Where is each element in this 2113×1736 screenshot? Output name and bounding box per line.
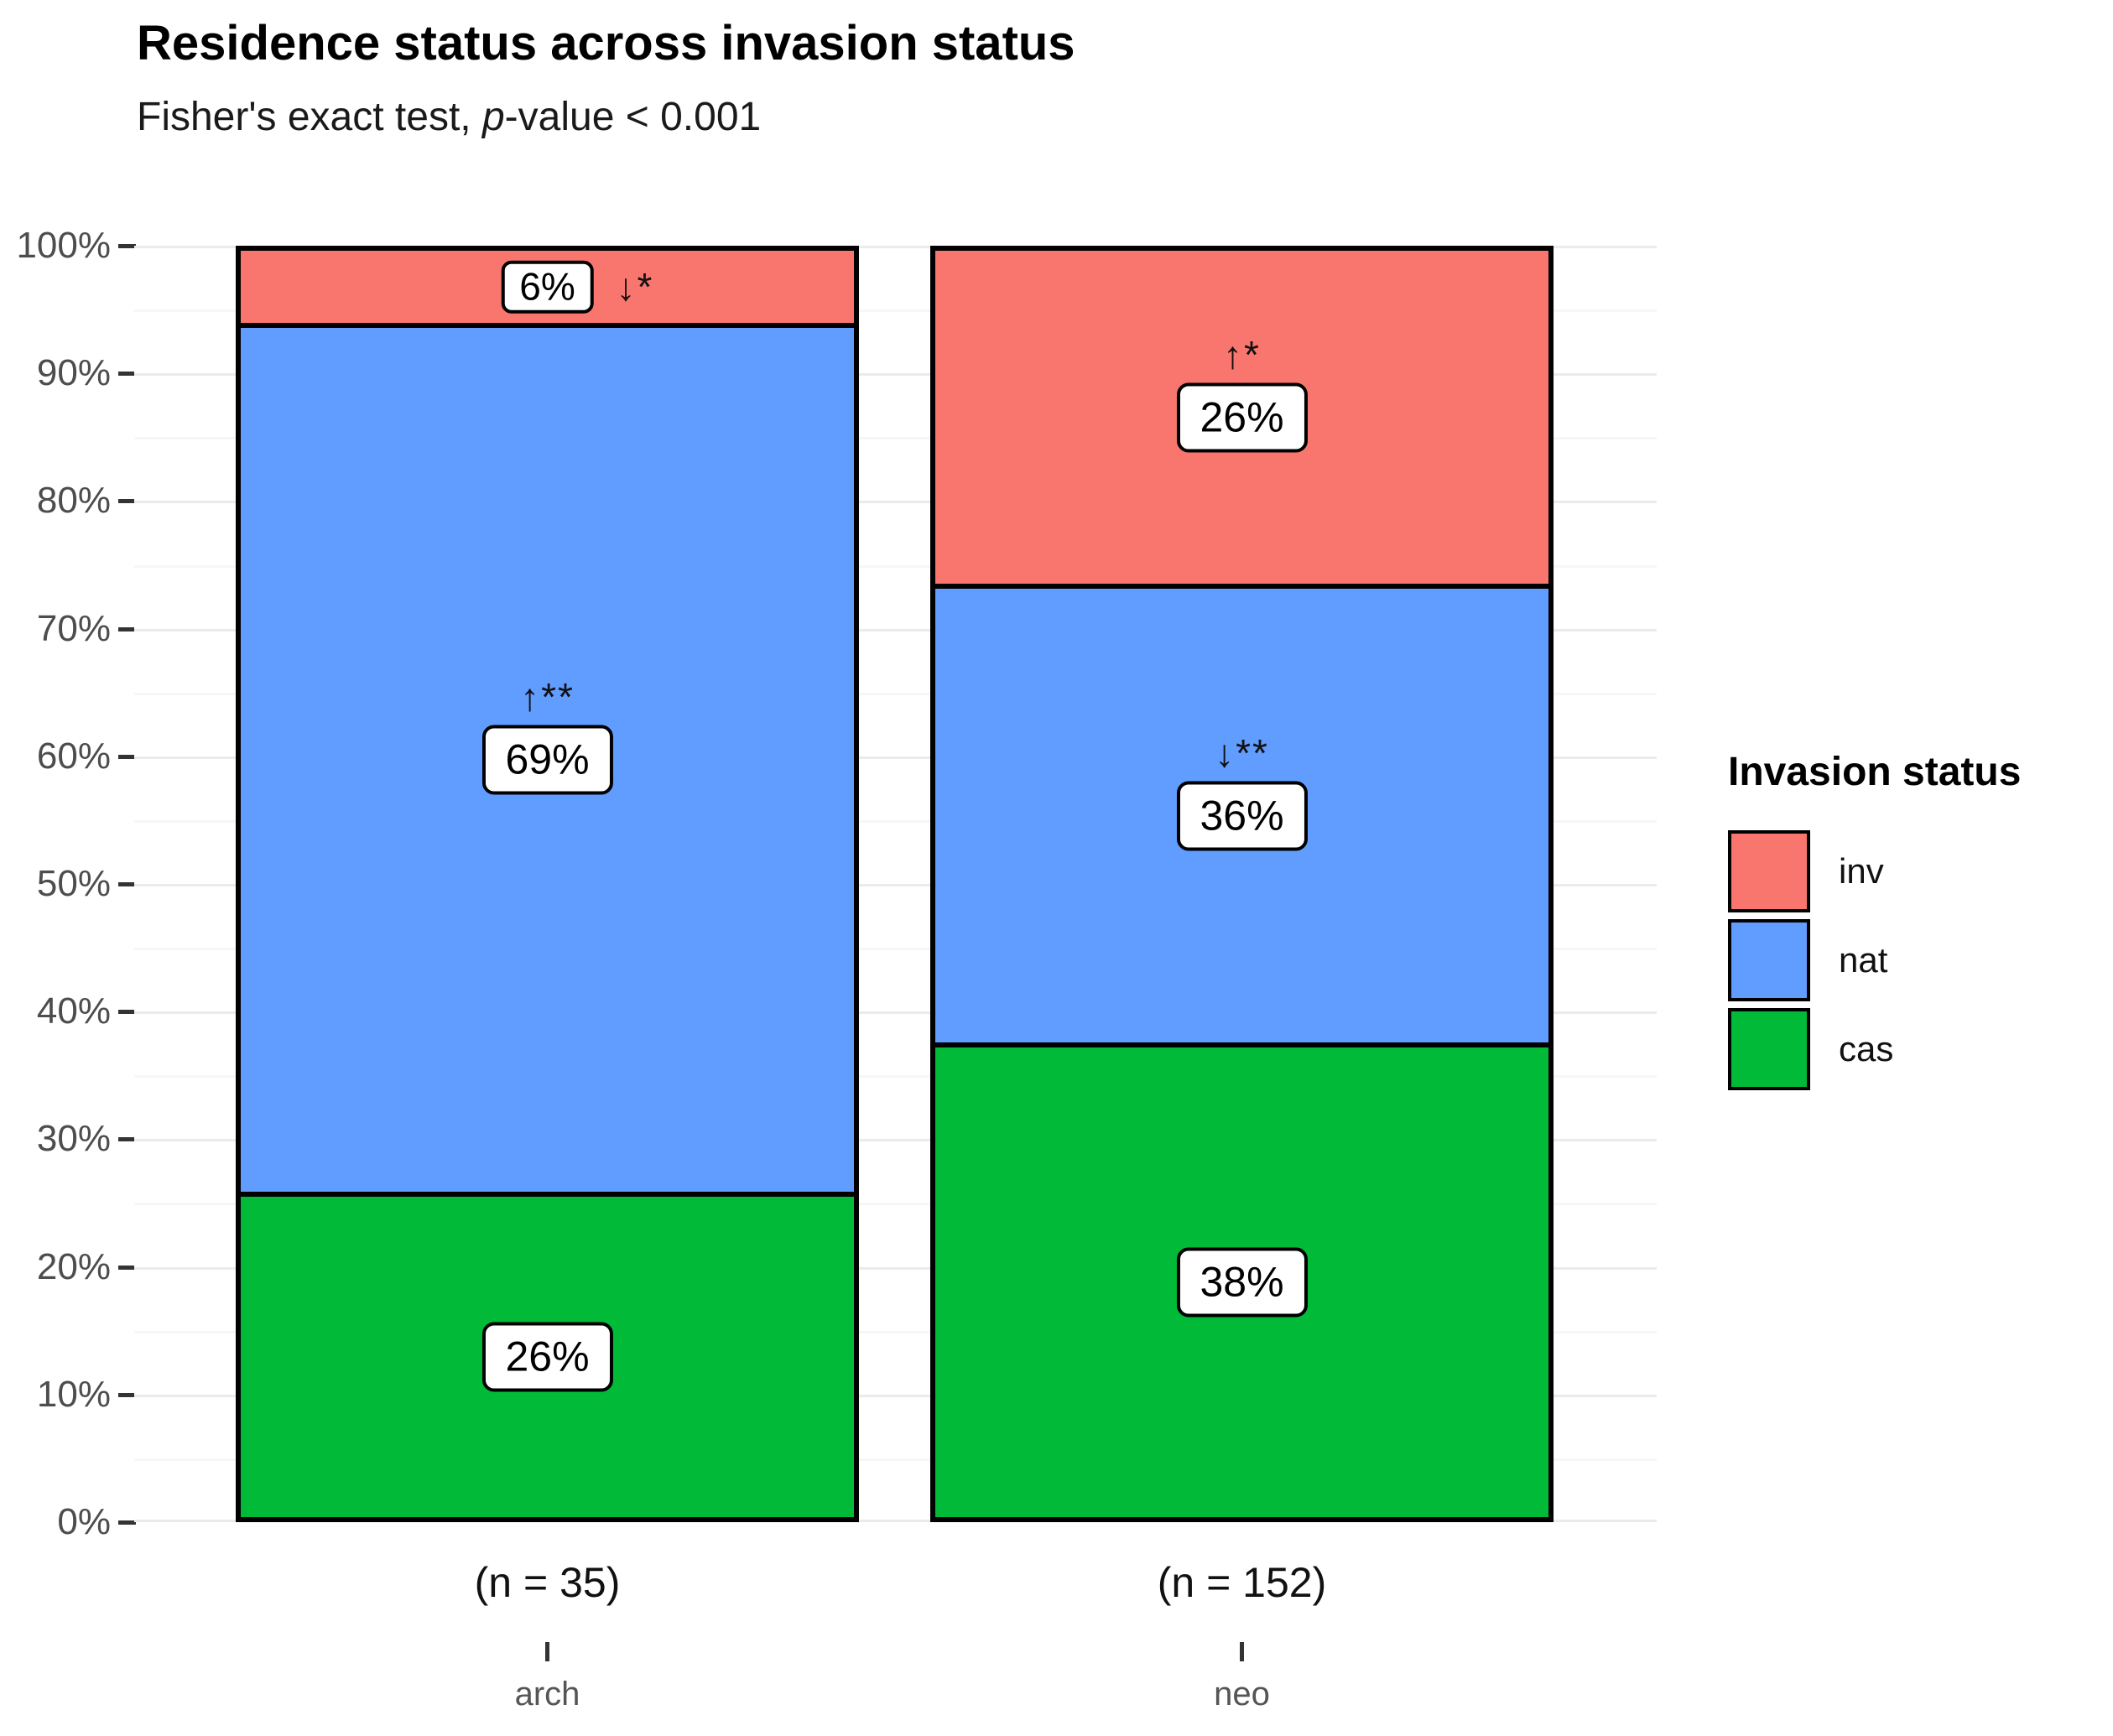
gridline-major	[134, 1520, 1657, 1522]
y-tick-mark	[118, 372, 136, 376]
gridline-major	[134, 629, 1657, 632]
y-tick-mark	[118, 499, 136, 503]
significance-annotation: ↑*	[1223, 332, 1261, 377]
bar-segment-neo-nat: ↓** 36%	[935, 584, 1548, 1042]
y-tick-label-80: 80%	[36, 480, 111, 521]
legend-swatch-inv	[1728, 830, 1810, 912]
y-tick-mark	[118, 882, 136, 886]
y-tick-mark	[118, 1520, 136, 1525]
significance-annotation: ↓**	[1215, 730, 1269, 775]
y-tick-mark	[118, 1393, 136, 1397]
bar-neo: ↑* 26% ↓** 36% 38%	[930, 246, 1554, 1522]
gridline-minor	[134, 693, 1657, 695]
gridline-major	[134, 756, 1657, 759]
bar-arch: 6% ↓* ↑** 69% 26%	[236, 246, 859, 1522]
legend-swatch-nat	[1728, 919, 1810, 1001]
y-tick-mark	[118, 244, 136, 248]
y-tick-mark	[118, 755, 136, 759]
gridline-minor	[134, 1203, 1657, 1205]
y-tick-mark	[118, 1266, 136, 1270]
gridline-major	[134, 1395, 1657, 1397]
gridline-minor	[134, 948, 1657, 950]
bar-segment-neo-cas: 38%	[935, 1042, 1548, 1517]
y-tick-mark	[118, 627, 136, 632]
y-tick-label-70: 70%	[36, 608, 111, 649]
y-tick-mark	[118, 1137, 136, 1141]
subtitle-p-italic: p	[481, 95, 505, 139]
x-group-n-arch: (n = 35)	[474, 1559, 621, 1606]
bar-segment-arch-cas: 26%	[241, 1191, 854, 1517]
legend-title: Invasion status	[1728, 750, 2022, 794]
legend-item-nat: nat	[1728, 919, 2113, 1001]
x-tick-label-arch: arch	[514, 1676, 580, 1713]
x-tick-mark-neo	[1240, 1642, 1244, 1661]
gridline-minor	[134, 309, 1657, 312]
subtitle-prefix: Fisher's exact test,	[137, 95, 482, 139]
legend-item-inv: inv	[1728, 830, 2113, 912]
legend: Invasion status inv nat cas	[1728, 749, 2113, 1090]
y-tick-label-0: 0%	[57, 1501, 111, 1542]
gridline-major	[134, 884, 1657, 886]
y-tick-label-90: 90%	[36, 352, 111, 393]
legend-label: cas	[1839, 1029, 1894, 1068]
chart-subtitle: Fisher's exact test, p-value < 0.001	[137, 94, 761, 140]
gridline-minor	[134, 820, 1657, 823]
percent-label: 38%	[1176, 1247, 1308, 1318]
gridline-minor	[134, 437, 1657, 439]
gridline-major	[134, 373, 1657, 376]
percent-label: 69%	[481, 725, 613, 795]
x-tick-label-neo: neo	[1214, 1676, 1270, 1713]
y-tick-label-20: 20%	[36, 1246, 111, 1287]
subtitle-suffix: -value < 0.001	[504, 95, 762, 139]
gridline-minor	[134, 565, 1657, 568]
legend-items: inv nat cas	[1728, 830, 2113, 1090]
gridline-major	[134, 1011, 1657, 1014]
gridline-minor	[134, 1458, 1657, 1461]
legend-label: nat	[1839, 940, 1888, 980]
bar-segment-arch-nat: ↑** 69%	[241, 323, 854, 1192]
significance-annotation: ↑**	[520, 674, 575, 719]
legend-item-cas: cas	[1728, 1008, 2113, 1090]
legend-label: inv	[1839, 851, 1884, 891]
plot-panel: 6% ↓* ↑** 69% 26% ↑* 26% ↓** 36% 38%	[134, 246, 1657, 1522]
chart-title: Residence status across invasion status	[137, 16, 1075, 70]
y-tick-label-50: 50%	[36, 863, 111, 904]
percent-label: 6%	[501, 260, 594, 314]
bar-segment-arch-inv: 6% ↓*	[241, 251, 854, 324]
significance-annotation: ↓*	[616, 265, 654, 309]
y-tick-label-100: 100%	[16, 225, 111, 266]
y-tick-label-10: 10%	[36, 1374, 111, 1415]
gridline-major	[134, 1267, 1657, 1270]
gridline-minor	[134, 1331, 1657, 1333]
gridline-major	[134, 246, 1657, 248]
gridline-major	[134, 1139, 1657, 1141]
x-group-n-neo: (n = 152)	[1157, 1559, 1327, 1606]
gridline-minor	[134, 1075, 1657, 1078]
y-tick-label-30: 30%	[36, 1118, 111, 1159]
percent-label: 26%	[1176, 382, 1308, 453]
y-tick-label-60: 60%	[36, 735, 111, 777]
percent-label: 26%	[481, 1322, 613, 1392]
y-tick-mark	[118, 1010, 136, 1014]
x-tick-mark-arch	[545, 1642, 549, 1661]
legend-swatch-cas	[1728, 1008, 1810, 1090]
y-tick-label-40: 40%	[36, 990, 111, 1032]
gridline-major	[134, 501, 1657, 503]
bar-segment-neo-inv: ↑* 26%	[935, 251, 1548, 585]
percent-label: 36%	[1176, 781, 1308, 851]
